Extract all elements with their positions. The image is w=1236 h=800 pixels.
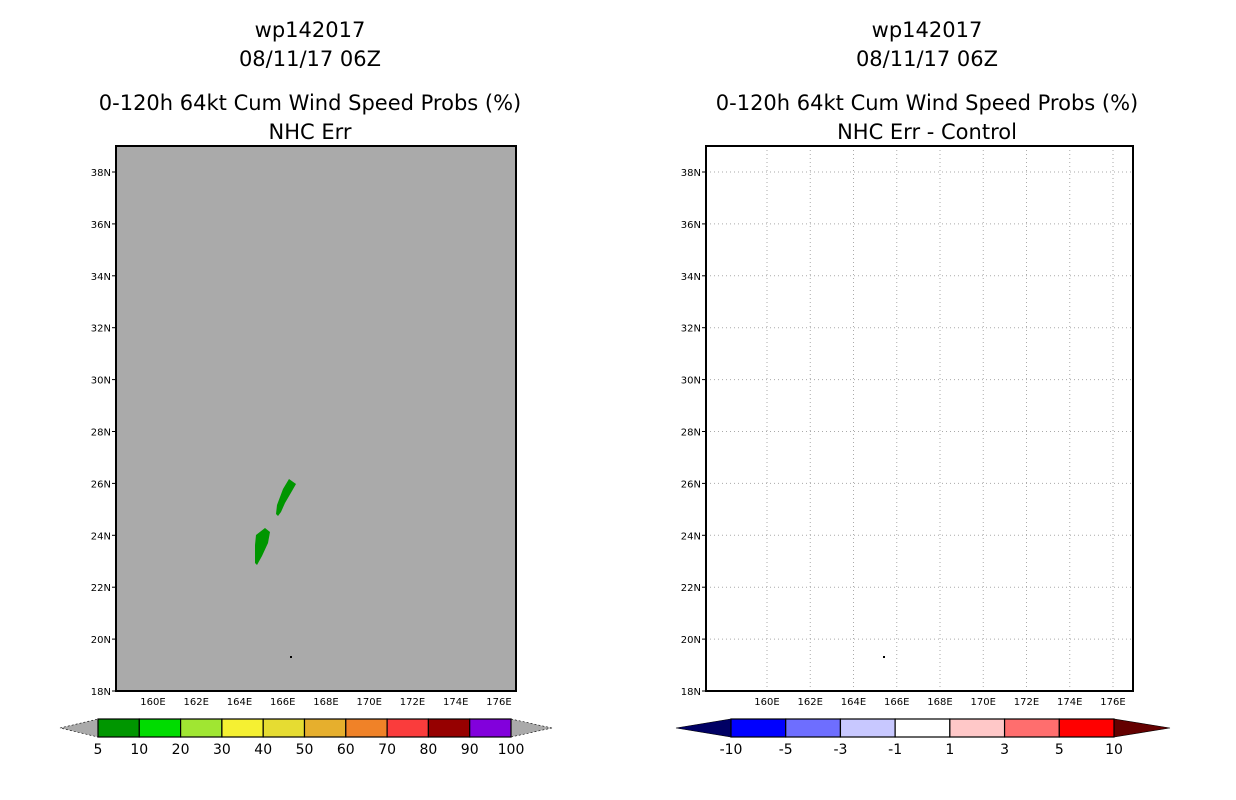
probability-area-south	[255, 528, 270, 565]
map-background	[116, 146, 516, 691]
colorbar-label: 30	[213, 742, 231, 758]
lon-label: 172E	[400, 697, 425, 708]
title-product: 0-120h 64kt Cum Wind Speed Probs (%)	[99, 91, 521, 115]
title-storm-id: wp142017	[872, 18, 983, 42]
colorbar-swatch	[1003, 718, 1060, 738]
lon-label: 172E	[1014, 697, 1039, 708]
lon-label: 164E	[227, 697, 252, 708]
colorbar-swatch	[730, 718, 787, 738]
storm-position-dot	[883, 656, 885, 658]
colorbar-label: 10	[130, 742, 148, 758]
colorbar-label: 20	[172, 742, 190, 758]
lat-label: 30N	[91, 376, 111, 387]
lon-label: 166E	[270, 697, 295, 708]
lat-label: 34N	[91, 272, 111, 283]
colorbar-under-triangle	[59, 718, 99, 738]
colorbar-label: 10	[1105, 742, 1123, 758]
lon-label: 174E	[1057, 697, 1082, 708]
lon-label: 164E	[841, 697, 866, 708]
lat-label: 36N	[91, 220, 111, 231]
colorbar-swatch	[386, 718, 430, 738]
lat-label: 26N	[681, 479, 701, 490]
lat-label: 32N	[91, 324, 111, 335]
lon-label: 170E	[971, 697, 996, 708]
colorbar-swatch	[303, 718, 347, 738]
colorbar-label: 40	[254, 742, 272, 758]
colorbar-label: -10	[720, 742, 743, 758]
title-subtitle: NHC Err	[268, 120, 351, 144]
colorbar-swatch	[345, 718, 388, 738]
colorbar-swatch	[785, 718, 842, 738]
lon-label: 160E	[754, 697, 779, 708]
colorbar-label: 100	[498, 742, 525, 758]
colorbar-over-triangle	[510, 718, 553, 738]
colorbar-label: 1	[945, 742, 954, 758]
colorbar-under-triangle	[675, 718, 732, 738]
lon-label: 162E	[798, 697, 823, 708]
lat-label: 36N	[681, 220, 701, 231]
colorbar-swatch	[469, 718, 512, 738]
colorbar-swatch	[839, 718, 896, 738]
lon-label: 170E	[357, 697, 382, 708]
colorbar-label: 70	[378, 742, 396, 758]
colorbar-swatch	[97, 718, 140, 738]
lat-label: 20N	[681, 635, 701, 646]
title-subtitle: NHC Err - Control	[837, 120, 1017, 144]
colorbar-swatch	[180, 718, 223, 738]
lat-label: 18N	[91, 687, 111, 698]
map-frame	[705, 145, 1134, 692]
lon-label: 166E	[884, 697, 909, 708]
lat-label: 18N	[681, 687, 701, 698]
probability-area-north	[276, 479, 296, 516]
lon-label: 168E	[313, 697, 338, 708]
lat-label: 24N	[681, 531, 701, 542]
lat-label: 24N	[91, 531, 111, 542]
colorbar-swatch	[221, 718, 264, 738]
lat-label: 32N	[681, 324, 701, 335]
colorbar-label: 90	[461, 742, 479, 758]
title-datetime: 08/11/17 06Z	[239, 47, 381, 71]
lon-label: 174E	[443, 697, 468, 708]
lat-label: 26N	[91, 479, 111, 490]
lon-label: 162E	[184, 697, 209, 708]
colorbar-swatch	[262, 718, 306, 738]
lat-label: 20N	[91, 635, 111, 646]
colorbar-label: -1	[888, 742, 902, 758]
lon-label: 176E	[486, 697, 511, 708]
colorbar-label: -3	[833, 742, 847, 758]
lat-label: 38N	[681, 168, 701, 179]
colorbar-label: 5	[1055, 742, 1064, 758]
lat-label: 38N	[91, 168, 111, 179]
colorbar-label: 80	[419, 742, 437, 758]
colorbar-swatch	[138, 718, 182, 738]
lat-label: 22N	[91, 583, 111, 594]
title-product: 0-120h 64kt Cum Wind Speed Probs (%)	[716, 91, 1138, 115]
colorbar-label: 60	[337, 742, 355, 758]
map-background	[706, 146, 1133, 691]
lat-label: 22N	[681, 583, 701, 594]
colorbar-swatch	[427, 718, 471, 738]
colorbar-swatch	[949, 718, 1006, 738]
lat-label: 34N	[681, 272, 701, 283]
lon-label: 160E	[140, 697, 165, 708]
colorbar-swatch	[1058, 718, 1115, 738]
colorbar-label: 5	[94, 742, 103, 758]
lat-label: 28N	[681, 428, 701, 439]
lat-label: 28N	[91, 428, 111, 439]
title-storm-id: wp142017	[255, 18, 366, 42]
colorbar-swatch	[894, 718, 951, 738]
storm-position-dot	[290, 656, 292, 658]
title-datetime: 08/11/17 06Z	[856, 47, 998, 71]
colorbar-label: 50	[296, 742, 314, 758]
lon-label: 168E	[927, 697, 952, 708]
lon-label: 176E	[1100, 697, 1125, 708]
colorbar-label: 3	[1000, 742, 1009, 758]
colorbar-label: -5	[779, 742, 793, 758]
lat-label: 30N	[681, 376, 701, 387]
map-frame	[115, 145, 517, 692]
colorbar-over-triangle	[1113, 718, 1171, 738]
